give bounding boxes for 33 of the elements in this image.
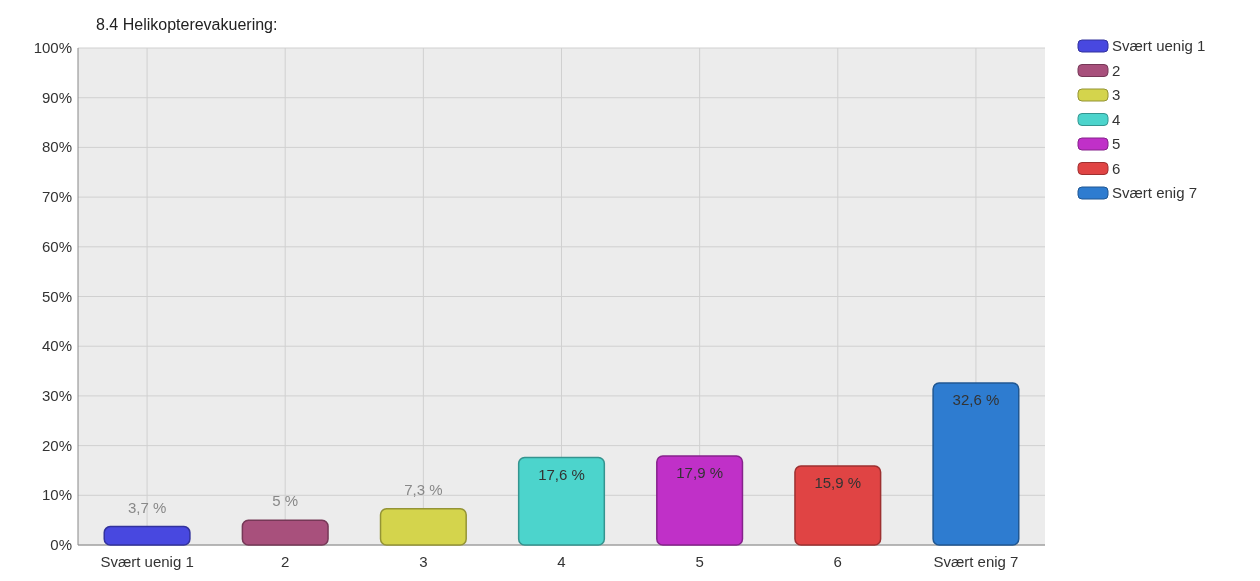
data-label: 7,3 % xyxy=(404,480,443,498)
y-tick-label: 20% xyxy=(41,436,72,454)
data-label: 32,6 % xyxy=(952,390,1000,408)
data-label: 3,7 % xyxy=(127,498,167,516)
chart-title: 8.4 Helikopterevakuering: xyxy=(96,16,278,33)
y-tick-label: 100% xyxy=(33,39,72,56)
data-label: 15,9 % xyxy=(814,473,862,491)
x-tick-label: 4 xyxy=(557,553,566,570)
x-tick-label: 6 xyxy=(833,553,842,570)
data-label: 5 % xyxy=(272,492,299,510)
y-tick-label: 80% xyxy=(41,138,72,156)
legend-label: 3 xyxy=(1112,86,1121,103)
y-tick-label: 30% xyxy=(41,386,72,404)
legend-label: 6 xyxy=(1112,159,1121,177)
y-tick-label: 70% xyxy=(41,188,72,206)
y-tick-label: 60% xyxy=(41,237,72,255)
data-label: 17,6 % xyxy=(538,465,585,483)
legend-label: Svært enig 7 xyxy=(1112,184,1198,201)
x-tick-label: Svært enig 7 xyxy=(933,553,1019,570)
x-tick-label: Svært uenig 1 xyxy=(100,553,194,570)
data-label: 17,9 % xyxy=(676,464,723,482)
y-tick-label: 90% xyxy=(41,88,72,106)
x-tick-label: 3 xyxy=(419,553,428,570)
y-tick-label: 50% xyxy=(41,287,72,305)
legend-label: Svært uenig 1 xyxy=(1112,37,1206,54)
y-tick-label: 40% xyxy=(41,337,72,355)
legend-label: 2 xyxy=(1112,61,1121,79)
y-tick-label: 10% xyxy=(41,486,72,504)
legend-label: 4 xyxy=(1112,110,1121,128)
x-tick-label: 5 xyxy=(695,553,704,570)
legend-label: 5 xyxy=(1112,135,1121,152)
y-tick-label: 0% xyxy=(50,536,72,553)
x-tick-label: 2 xyxy=(281,553,290,570)
